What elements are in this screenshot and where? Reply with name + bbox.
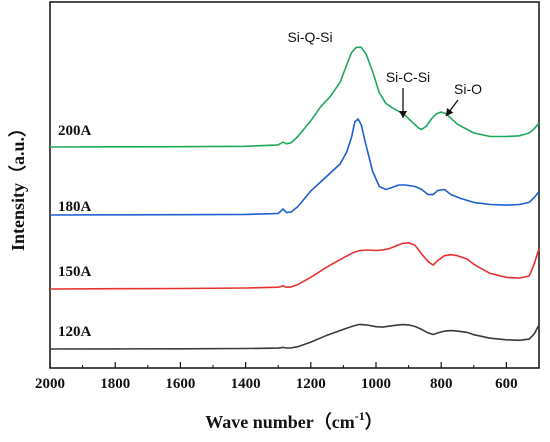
x-tick-label: 1600	[165, 376, 195, 392]
annotation-label: Si-O	[454, 81, 482, 97]
annotation-arrowhead	[399, 111, 407, 118]
x-tick-label: 800	[430, 376, 453, 392]
annotation-label: Si-Q-Si	[287, 29, 332, 45]
x-tick-label: 1400	[231, 376, 261, 392]
x-tick-label: 1800	[100, 376, 130, 392]
annotation-arrowhead	[446, 108, 454, 116]
series-line-150a	[49, 241, 540, 290]
x-tick-label: 1000	[361, 376, 391, 392]
series-label-150a: 150A	[58, 264, 92, 280]
series-line-200a	[49, 46, 540, 148]
x-tick-label: 600	[495, 376, 518, 392]
plot-frame	[49, 1, 540, 369]
series-lines	[49, 46, 540, 350]
series-labels: 120A 150A 180A 200A	[58, 123, 92, 340]
x-axis-title: Wave number（cm-1）	[205, 409, 382, 432]
annotation-label: Si-C-Si	[386, 69, 430, 85]
peak-annotations: Si-Q-Si Si-C-Si Si-O	[287, 29, 482, 118]
series-line-120a	[49, 323, 540, 350]
x-tick-label: 1200	[296, 376, 326, 392]
series-line-180a	[49, 118, 540, 216]
y-axis-title: Intensity（a.u.）	[8, 119, 28, 251]
series-label-200a: 200A	[58, 123, 92, 139]
x-tick-label: 2000	[35, 376, 65, 392]
series-label-120a: 120A	[58, 324, 92, 340]
series-label-180a: 180A	[58, 199, 92, 215]
x-axis-ticks: 2000 1800 1600 1400 1200 1000 800 600	[35, 362, 518, 392]
